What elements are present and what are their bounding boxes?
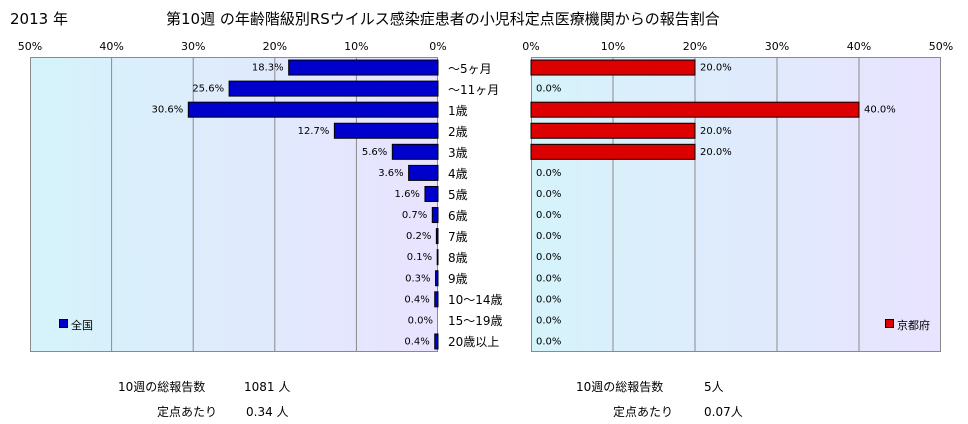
national-data-label: 0.4% — [404, 294, 429, 305]
kyoto-per-value: 0.07人 — [704, 405, 743, 419]
kyoto-data-label: 0.0% — [536, 168, 561, 179]
national-bar — [391, 143, 439, 160]
national-data-label: 30.6% — [152, 105, 184, 116]
national-bar — [431, 207, 439, 224]
kyoto-data-label: 0.0% — [536, 336, 561, 347]
kyoto-data-label: 0.0% — [536, 84, 561, 95]
kyoto-data-label: 0.0% — [536, 294, 561, 305]
left-tick-50: 50% — [17, 40, 43, 53]
national-data-label: 0.7% — [402, 210, 427, 221]
right-tick-10: 10% — [600, 40, 626, 53]
category-label: 9歳 — [448, 272, 468, 287]
category-label: 8歳 — [448, 251, 468, 266]
national-per-label: 定点あたり — [157, 405, 218, 419]
national-bar — [435, 228, 439, 245]
kyoto-bar — [530, 143, 696, 160]
left-tick-0: 0% — [429, 40, 447, 53]
category-label: ～11ヶ月 — [448, 82, 500, 97]
national-data-label: 3.6% — [378, 168, 403, 179]
national-bar — [424, 185, 439, 202]
category-label: 3歳 — [448, 145, 468, 160]
chart-title: 第10週 の年齢階級別RSウイルス感染症患者の小児科定点医療機関からの報告割合 — [166, 10, 720, 28]
category-label: 5歳 — [448, 187, 468, 202]
kyoto-data-label: 0.0% — [536, 252, 561, 263]
national-data-label: 1.6% — [395, 189, 420, 200]
kyoto-data-label: 20.0% — [700, 126, 732, 137]
right-tick-50: 50% — [928, 40, 954, 53]
national-bar — [288, 59, 439, 76]
national-bar — [434, 333, 439, 350]
kyoto-data-label: 0.0% — [536, 273, 561, 284]
kyoto-bar — [530, 101, 860, 118]
kyoto-legend: 京都府 — [885, 317, 930, 333]
right-tick-0: 0% — [522, 40, 540, 53]
national-data-label: 0.0% — [408, 315, 433, 326]
kyoto-data-label: 20.0% — [700, 63, 732, 74]
national-bar — [436, 249, 439, 266]
kyoto-data-label: 0.0% — [536, 231, 561, 242]
category-label: 4歳 — [448, 166, 468, 181]
kyoto-bar — [530, 59, 696, 76]
kyoto-legend-label: 京都府 — [897, 319, 930, 332]
category-label: 15～19歳 — [448, 314, 503, 329]
kyoto-data-label: 0.0% — [536, 315, 561, 326]
national-total-value: 1081 人 — [244, 380, 291, 394]
national-data-label: 0.3% — [405, 273, 430, 284]
national-data-label: 12.7% — [298, 126, 330, 137]
category-label: 6歳 — [448, 209, 468, 224]
kyoto-bar — [530, 122, 696, 139]
category-label: 7歳 — [448, 230, 468, 245]
national-data-label: 0.4% — [404, 336, 429, 347]
category-label: 20歳以上 — [448, 335, 500, 350]
category-label: 1歳 — [448, 103, 468, 118]
left-tick-40: 40% — [99, 40, 124, 53]
kyoto-data-label: 20.0% — [700, 147, 732, 158]
national-bar — [228, 80, 439, 97]
category-label: 10～14歳 — [448, 293, 503, 308]
right-tick-40: 40% — [846, 40, 872, 53]
national-data-label: 25.6% — [192, 84, 224, 95]
national-per-value: 0.34 人 — [246, 405, 289, 419]
kyoto-total-label: 10週の総報告数 — [576, 380, 664, 394]
kyoto-data-label: 0.0% — [536, 189, 561, 200]
national-bar — [333, 122, 439, 139]
national-data-label: 0.2% — [406, 231, 431, 242]
kyoto-data-label: 0.0% — [536, 210, 561, 221]
year-label: 2013 年 — [10, 10, 68, 28]
right-tick-30: 30% — [764, 40, 790, 53]
kyoto-per-label: 定点あたり — [613, 405, 674, 419]
national-bar — [434, 291, 439, 308]
national-legend: 全国 — [59, 317, 93, 333]
left-tick-30: 30% — [180, 40, 206, 53]
national-bar — [435, 270, 439, 287]
category-label: 2歳 — [448, 124, 468, 139]
national-data-label: 0.1% — [407, 252, 432, 263]
national-data-label: 5.6% — [362, 147, 387, 158]
left-tick-10: 10% — [344, 40, 369, 53]
national-total-label: 10週の総報告数 — [118, 380, 206, 394]
kyoto-legend-swatch — [885, 319, 894, 328]
national-bar — [187, 101, 439, 118]
kyoto-total-value: 5人 — [704, 380, 724, 394]
national-legend-swatch — [59, 319, 68, 328]
kyoto-data-label: 40.0% — [864, 105, 896, 116]
national-bar — [408, 164, 439, 181]
left-tick-20: 20% — [262, 40, 288, 53]
right-tick-20: 20% — [682, 40, 708, 53]
category-label: ～5ヶ月 — [448, 61, 492, 76]
national-legend-label: 全国 — [71, 319, 93, 332]
national-data-label: 18.3% — [252, 63, 284, 74]
